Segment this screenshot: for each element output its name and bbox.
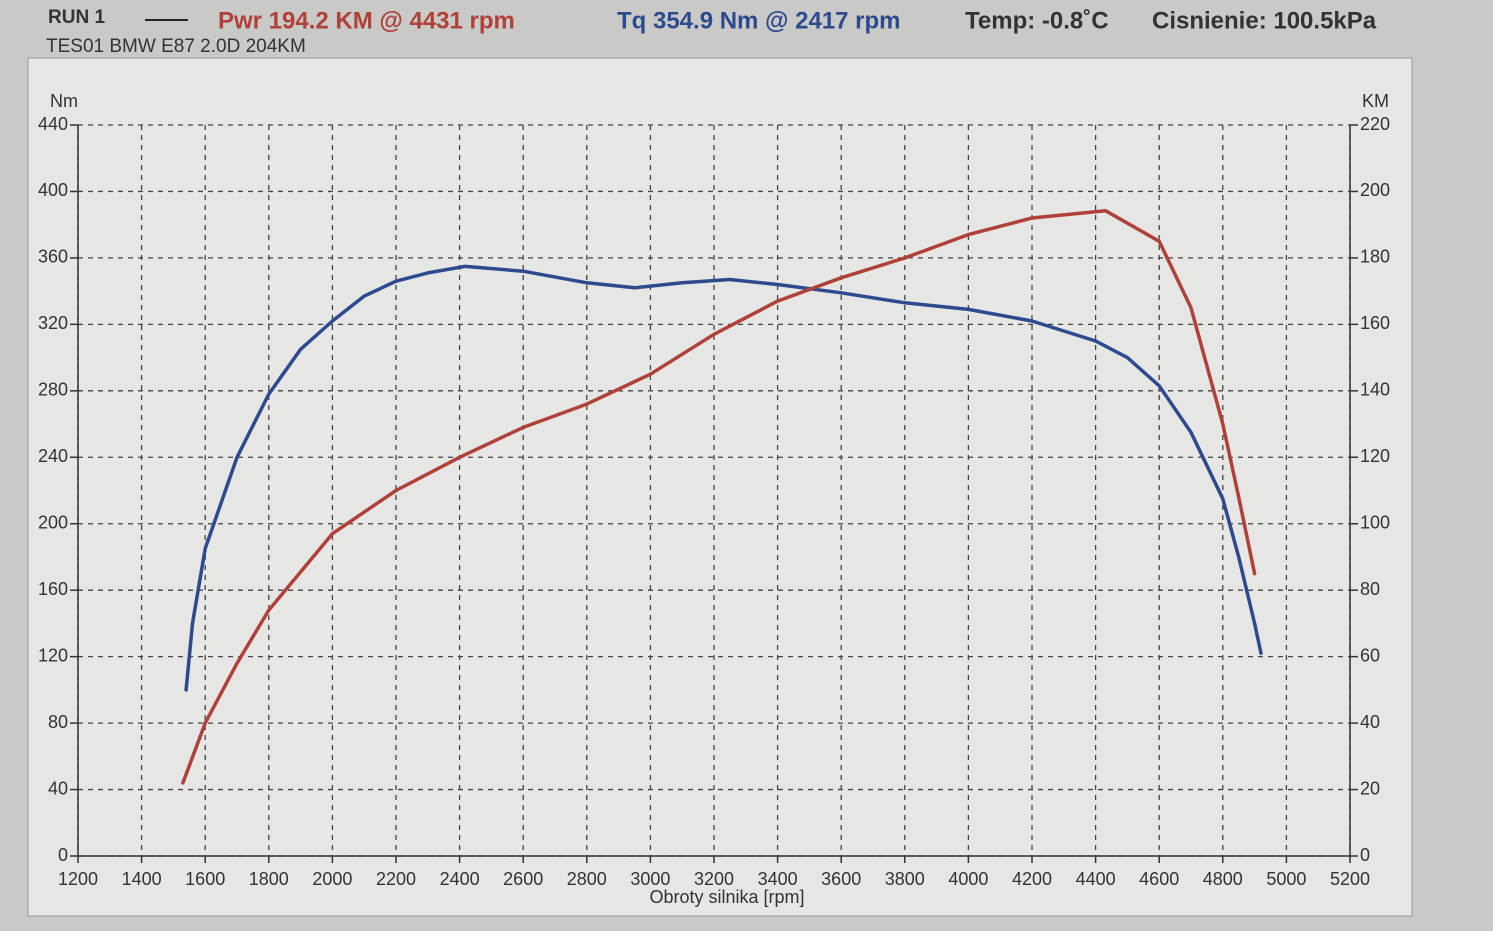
y2-tick-label: 60 xyxy=(1360,645,1380,665)
temperature: Temp: -0.8˚C xyxy=(965,7,1109,34)
pressure: Cisnienie: 100.5kPa xyxy=(1152,7,1377,34)
x-tick-label: 4800 xyxy=(1203,869,1243,889)
y-tick-label: 40 xyxy=(48,778,68,798)
x-tick-label: 4200 xyxy=(1012,869,1052,889)
y2-tick-label: 80 xyxy=(1360,579,1380,599)
y2-tick-label: 160 xyxy=(1360,313,1390,333)
y2-tick-label: 180 xyxy=(1360,247,1390,267)
power-summary: Pwr 194.2 KM @ 4431 rpm xyxy=(218,7,515,34)
x-tick-label: 3400 xyxy=(758,869,798,889)
subtitle: TES01 BMW E87 2.0D 204KM xyxy=(46,36,306,57)
y2-tick-label: 100 xyxy=(1360,512,1390,532)
y2-tick-label: 120 xyxy=(1360,446,1390,466)
x-tick-label: 1400 xyxy=(122,869,162,889)
x-tick-label: 5200 xyxy=(1330,869,1370,889)
x-tick-label: 2200 xyxy=(376,869,416,889)
x-tick-label: 4400 xyxy=(1076,869,1116,889)
x-tick-label: 2400 xyxy=(440,869,480,889)
y2-tick-label: 220 xyxy=(1360,114,1390,134)
x-tick-label: 1200 xyxy=(58,869,98,889)
y-tick-label: 400 xyxy=(38,180,68,200)
data-line xyxy=(184,264,1263,692)
x-tick-label: 1600 xyxy=(185,869,225,889)
y-tick-label: 120 xyxy=(38,645,68,665)
y-tick-label: 80 xyxy=(48,712,68,732)
y-tick-label: 440 xyxy=(38,114,68,134)
x-tick-label: 4000 xyxy=(948,869,988,889)
torque-summary: Tq 354.9 Nm @ 2417 rpm xyxy=(617,7,901,34)
y2-tick-label: 140 xyxy=(1360,380,1390,400)
y-tick-label: 200 xyxy=(38,512,68,532)
run-label: RUN 1 xyxy=(48,7,105,28)
x-tick-label: 3000 xyxy=(630,869,670,889)
y-tick-label: 240 xyxy=(38,446,68,466)
y2-tick-label: 0 xyxy=(1360,845,1370,865)
y-axis-label: Nm xyxy=(50,91,78,111)
x-tick-label: 4600 xyxy=(1139,869,1179,889)
data-line xyxy=(181,208,1257,785)
y-tick-label: 280 xyxy=(38,380,68,400)
x-tick-label: 3200 xyxy=(694,869,734,889)
y-tick-label: 160 xyxy=(38,579,68,599)
y2-tick-label: 20 xyxy=(1360,778,1380,798)
x-tick-label: 3800 xyxy=(885,869,925,889)
x-tick-label: 5000 xyxy=(1266,869,1306,889)
x-axis-label: Obroty silnika [rpm] xyxy=(649,887,804,907)
x-tick-label: 1800 xyxy=(249,869,289,889)
y-tick-label: 320 xyxy=(38,313,68,333)
y-tick-label: 360 xyxy=(38,247,68,267)
y2-axis-label: KM xyxy=(1362,91,1389,111)
x-tick-label: 2000 xyxy=(312,869,352,889)
paper xyxy=(27,57,1413,917)
y2-tick-label: 40 xyxy=(1360,712,1380,732)
x-tick-label: 2800 xyxy=(567,869,607,889)
y2-tick-label: 200 xyxy=(1360,180,1390,200)
x-tick-label: 3600 xyxy=(821,869,861,889)
x-tick-label: 2600 xyxy=(503,869,543,889)
y-tick-label: 0 xyxy=(58,845,68,865)
